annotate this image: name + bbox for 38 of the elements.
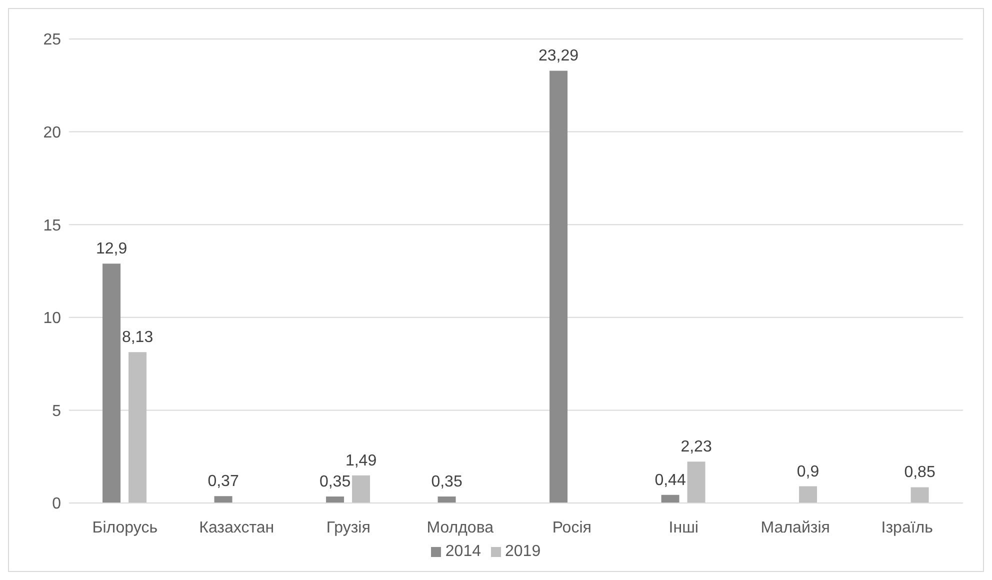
y-tick-label: 10 — [43, 310, 62, 328]
bar — [799, 486, 818, 503]
data-label: 0,37 — [208, 473, 239, 490]
data-label: 1,49 — [345, 452, 377, 470]
bar — [214, 496, 232, 503]
x-tick-label: Інші — [668, 519, 698, 536]
data-label: 23,29 — [538, 48, 579, 65]
y-tick-label: 20 — [43, 124, 62, 142]
bar — [661, 494, 680, 503]
bar — [326, 496, 344, 503]
x-tick-label: Молдова — [426, 519, 494, 536]
bar — [687, 462, 706, 503]
x-tick-label: Грузія — [326, 519, 370, 536]
bar — [910, 487, 929, 503]
legend-label: 2014 — [445, 543, 481, 560]
bar — [352, 475, 370, 503]
x-tick-label: Ізраїль — [881, 519, 933, 536]
data-label: 0,35 — [319, 474, 351, 491]
x-tick-label: Казахстан — [199, 519, 274, 536]
bar — [438, 496, 456, 503]
x-tick-label: Малайзія — [760, 519, 830, 536]
bar — [550, 70, 568, 503]
y-tick-label: 0 — [52, 496, 62, 513]
data-label: 2,23 — [680, 438, 712, 456]
y-tick-label: 25 — [43, 32, 62, 49]
x-tick-label: Білорусь — [92, 519, 158, 536]
x-tick-label: Росія — [552, 519, 592, 536]
bar — [128, 352, 147, 503]
y-tick-label: 15 — [43, 217, 62, 234]
data-label: 12,9 — [96, 240, 128, 258]
data-label: 0,44 — [654, 472, 686, 489]
y-tick-label: 5 — [52, 402, 62, 420]
data-label: 8,13 — [122, 329, 154, 346]
legend-label: 2019 — [505, 543, 541, 560]
data-label: 0,9 — [796, 463, 820, 480]
bar — [102, 264, 121, 503]
data-label: 0,35 — [431, 474, 462, 491]
data-label: 0,85 — [904, 464, 936, 482]
